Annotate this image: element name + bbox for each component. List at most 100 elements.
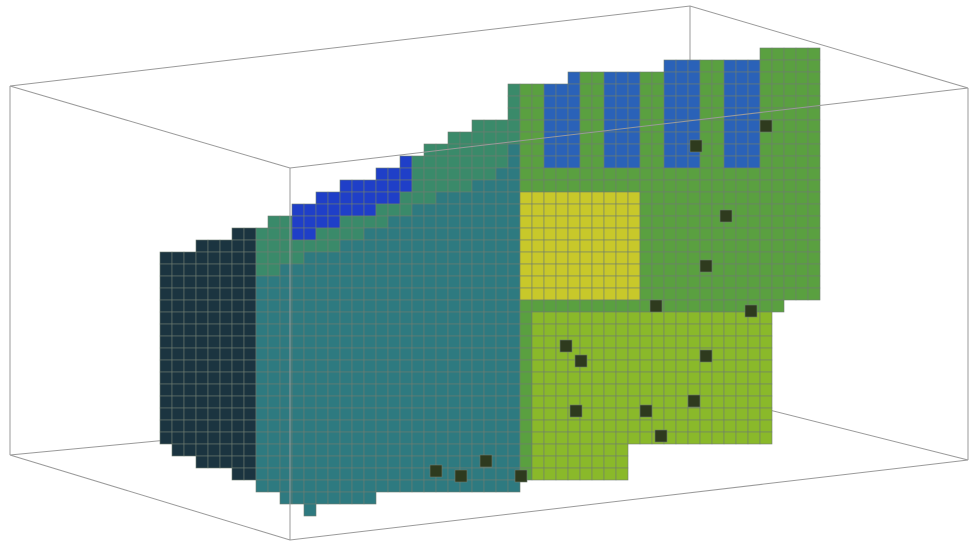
voxel bbox=[255, 359, 269, 373]
voxel bbox=[651, 263, 665, 277]
voxel bbox=[471, 251, 485, 265]
voxel bbox=[591, 143, 605, 157]
voxel bbox=[663, 155, 677, 169]
voxel bbox=[399, 215, 413, 229]
voxel bbox=[567, 119, 581, 133]
voxel bbox=[375, 287, 389, 301]
voxel bbox=[483, 323, 497, 337]
voxel bbox=[495, 479, 509, 493]
voxel bbox=[327, 299, 341, 313]
voxel bbox=[591, 131, 605, 145]
voxel bbox=[675, 59, 689, 73]
voxel bbox=[291, 371, 305, 385]
voxel bbox=[639, 251, 653, 265]
voxel bbox=[543, 347, 557, 361]
voxel bbox=[579, 107, 593, 121]
voxel bbox=[387, 455, 401, 469]
voxel bbox=[207, 335, 221, 349]
voxel bbox=[495, 383, 509, 397]
voxel bbox=[759, 71, 773, 85]
voxel bbox=[639, 203, 653, 217]
voxel bbox=[651, 227, 665, 241]
voxel bbox=[327, 479, 341, 493]
voxel bbox=[159, 371, 173, 385]
voxel bbox=[627, 335, 641, 349]
voxel bbox=[567, 311, 581, 325]
voxel bbox=[579, 95, 593, 109]
voxel bbox=[291, 239, 305, 253]
voxel bbox=[591, 299, 605, 313]
voxel bbox=[723, 239, 737, 253]
voxel bbox=[675, 263, 689, 277]
voxel bbox=[759, 419, 773, 433]
voxel bbox=[363, 491, 377, 505]
voxel bbox=[411, 467, 425, 481]
voxel bbox=[351, 371, 365, 385]
voxel bbox=[723, 263, 737, 277]
voxel bbox=[471, 239, 485, 253]
voxel bbox=[603, 431, 617, 445]
voxel bbox=[471, 395, 485, 409]
voxel bbox=[591, 407, 605, 421]
voxel bbox=[687, 119, 701, 133]
voxel bbox=[459, 179, 473, 193]
voxel bbox=[243, 359, 257, 373]
voxel bbox=[387, 299, 401, 313]
voxel bbox=[651, 71, 665, 85]
voxel bbox=[351, 431, 365, 445]
voxel bbox=[267, 215, 281, 229]
voxel bbox=[195, 323, 209, 337]
voxel bbox=[699, 371, 713, 385]
voxel bbox=[735, 155, 749, 169]
voxel bbox=[471, 203, 485, 217]
voxel bbox=[471, 467, 485, 481]
voxel bbox=[603, 143, 617, 157]
voxel bbox=[375, 407, 389, 421]
voxel bbox=[243, 323, 257, 337]
voxel bbox=[747, 131, 761, 145]
voxel bbox=[759, 59, 773, 73]
voxel-shadow bbox=[699, 349, 713, 363]
voxel bbox=[603, 407, 617, 421]
voxel bbox=[747, 59, 761, 73]
voxel bbox=[507, 359, 521, 373]
voxel bbox=[639, 383, 653, 397]
voxel bbox=[375, 359, 389, 373]
voxel bbox=[411, 359, 425, 373]
voxel bbox=[255, 299, 269, 313]
voxel bbox=[687, 419, 701, 433]
voxel bbox=[399, 407, 413, 421]
voxel bbox=[219, 299, 233, 313]
voxel bbox=[807, 59, 821, 73]
voxel bbox=[255, 479, 269, 493]
voxel bbox=[807, 275, 821, 289]
voxel bbox=[267, 431, 281, 445]
voxel bbox=[495, 407, 509, 421]
voxel bbox=[747, 95, 761, 109]
voxel bbox=[531, 323, 545, 337]
voxel bbox=[747, 251, 761, 265]
voxel bbox=[795, 71, 809, 85]
voxel bbox=[327, 419, 341, 433]
voxel bbox=[219, 347, 233, 361]
voxel bbox=[291, 275, 305, 289]
voxel bbox=[711, 179, 725, 193]
voxel bbox=[459, 227, 473, 241]
voxel bbox=[759, 155, 773, 169]
voxel bbox=[591, 395, 605, 409]
voxel bbox=[423, 395, 437, 409]
voxel bbox=[711, 227, 725, 241]
voxel bbox=[639, 311, 653, 325]
voxel bbox=[735, 119, 749, 133]
voxel bbox=[615, 95, 629, 109]
voxel bbox=[411, 275, 425, 289]
voxel bbox=[495, 263, 509, 277]
voxel bbox=[675, 191, 689, 205]
voxel bbox=[363, 359, 377, 373]
voxel bbox=[723, 275, 737, 289]
voxel bbox=[447, 443, 461, 457]
voxel bbox=[555, 131, 569, 145]
voxel bbox=[759, 395, 773, 409]
voxel bbox=[423, 299, 437, 313]
voxel bbox=[159, 335, 173, 349]
